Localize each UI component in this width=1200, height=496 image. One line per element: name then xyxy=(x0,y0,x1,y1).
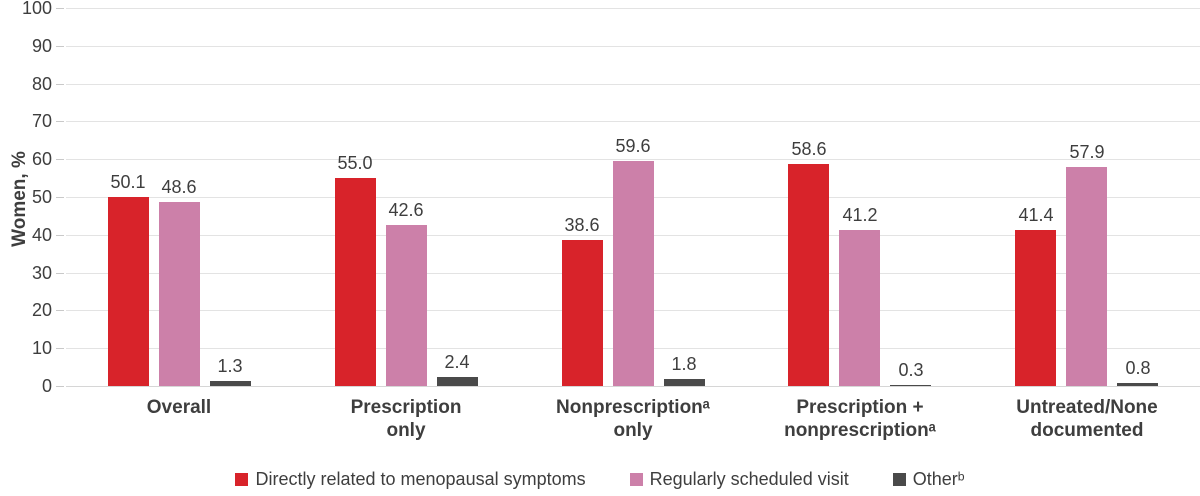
bar-series-2 xyxy=(386,225,427,386)
gridline xyxy=(66,8,1200,9)
bar-series-3 xyxy=(664,379,705,386)
legend-swatch xyxy=(892,472,906,486)
y-axis-tick-label: 60 xyxy=(31,149,52,170)
legend-item-1: Directly related to menopausal symptoms xyxy=(235,468,586,490)
gridline xyxy=(66,121,1200,123)
x-axis-category-label: Overall xyxy=(63,396,295,419)
y-axis-tick xyxy=(56,8,64,9)
y-axis-tick-label: 40 xyxy=(31,224,52,245)
y-axis-tick xyxy=(56,197,64,198)
legend-item-3: Otherᵇ xyxy=(892,468,965,490)
x-axis-category-label: Prescription only xyxy=(290,396,522,442)
y-axis-tick xyxy=(56,45,64,47)
bar-series-1 xyxy=(788,164,829,386)
bar-value-label: 55.0 xyxy=(337,153,373,173)
x-axis-category-label: Untreated/None documented xyxy=(971,396,1200,442)
x-axis-baseline xyxy=(66,386,1200,387)
gridline xyxy=(66,159,1200,161)
y-axis-tick-label: 70 xyxy=(31,111,52,132)
bar-series-1 xyxy=(1015,230,1056,386)
category-label-line: Nonprescriptionᵃ xyxy=(556,397,710,418)
category-label-line: Prescription + xyxy=(796,397,924,418)
bar-value-label: 41.2 xyxy=(842,205,878,225)
bar-series-2 xyxy=(1066,167,1107,386)
category-label-line: Overall xyxy=(146,397,212,418)
bar-series-2 xyxy=(839,230,880,386)
bar-series-2 xyxy=(159,202,200,386)
legend: Directly related to menopausal symptoms R… xyxy=(0,464,1200,494)
bar-value-label: 2.4 xyxy=(444,352,470,372)
legend-swatch xyxy=(629,472,643,486)
bar-value-label: 0.8 xyxy=(1125,358,1151,378)
bar-value-label: 38.6 xyxy=(564,215,600,235)
y-axis-tick-label: 20 xyxy=(31,300,52,321)
bar-value-label: 1.3 xyxy=(217,356,243,376)
y-axis-tick-label: 0 xyxy=(41,376,52,396)
bar-value-label: 57.9 xyxy=(1069,142,1105,162)
bar-value-label: 58.6 xyxy=(791,139,827,159)
bar-value-label: 48.6 xyxy=(161,177,197,197)
y-axis-tick xyxy=(56,386,64,387)
y-axis-tick-label: 50 xyxy=(31,187,52,207)
gridline xyxy=(66,45,1200,47)
bar-value-label: 1.8 xyxy=(671,354,697,374)
bar-series-1 xyxy=(108,197,149,386)
y-axis-tick xyxy=(56,348,64,350)
category-label-line: Prescription xyxy=(350,397,462,418)
bar-series-3 xyxy=(890,385,931,386)
bar-value-label: 0.3 xyxy=(898,360,924,380)
legend-label: Otherᵇ xyxy=(912,468,965,489)
y-axis-tick-label: 30 xyxy=(31,262,52,283)
bar-value-label: 42.6 xyxy=(388,200,424,220)
legend-label: Regularly scheduled visit xyxy=(649,468,849,489)
category-label-line: only xyxy=(386,420,426,441)
y-axis-tick xyxy=(56,234,64,236)
y-axis-tick xyxy=(56,310,64,312)
legend-swatch xyxy=(235,472,249,486)
y-axis-tick xyxy=(56,272,64,274)
category-label-line: documented xyxy=(1030,420,1144,441)
bar-series-1 xyxy=(562,240,603,386)
bar-value-label: 41.4 xyxy=(1018,205,1054,225)
bar-value-label: 59.6 xyxy=(615,136,651,156)
category-label-line: only xyxy=(613,420,653,441)
gridline xyxy=(66,83,1200,85)
category-label-line: Untreated/None xyxy=(1016,397,1158,418)
y-axis-tick xyxy=(56,159,64,161)
category-label-line: nonprescriptionᵃ xyxy=(784,420,936,441)
bar-series-3 xyxy=(210,381,251,386)
bar-series-2 xyxy=(613,161,654,386)
y-axis-tick-label: 90 xyxy=(31,35,52,56)
x-axis-category-label: Nonprescriptionᵃ only xyxy=(517,396,749,442)
x-axis-category-label: Prescription + nonprescriptionᵃ xyxy=(744,396,976,442)
legend-label: Directly related to menopausal symptoms xyxy=(255,468,586,489)
y-axis-tick-label: 10 xyxy=(31,338,52,359)
y-axis-tick xyxy=(56,83,64,85)
bar-series-1 xyxy=(335,178,376,386)
y-axis-tick xyxy=(56,121,64,123)
y-axis-tick-label: 80 xyxy=(31,73,52,94)
bar-series-3 xyxy=(1117,383,1158,386)
legend-item-2: Regularly scheduled visit xyxy=(629,468,849,490)
bar-series-3 xyxy=(437,377,478,386)
y-axis-tick-label: 100 xyxy=(21,0,52,18)
bar-value-label: 50.1 xyxy=(110,172,146,192)
